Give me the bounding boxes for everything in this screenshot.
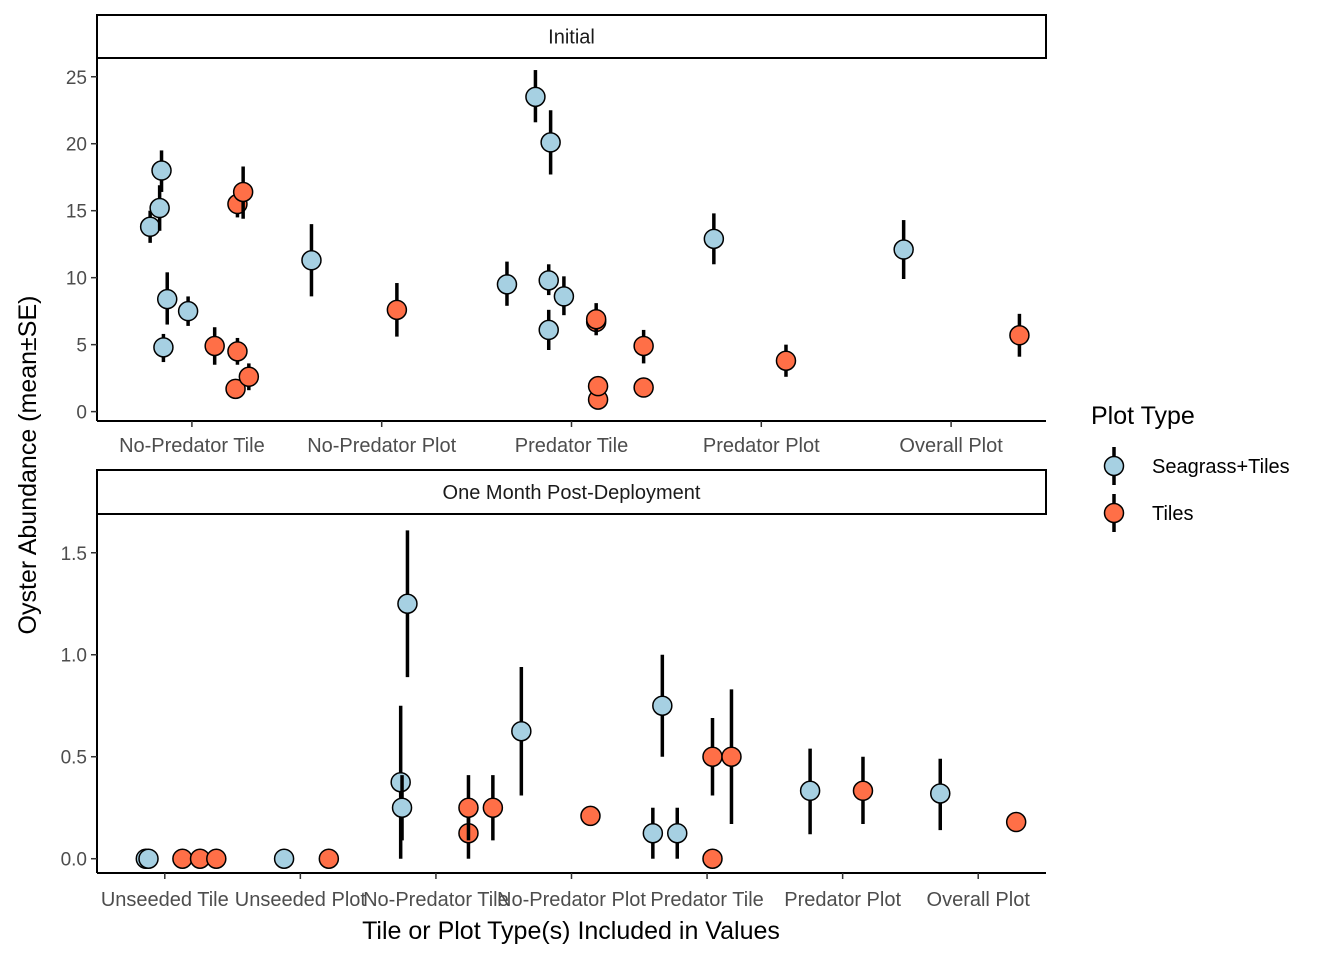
point-seagrass-tiles (496, 274, 518, 295)
point-tiles (204, 335, 225, 357)
point-tiles (580, 805, 601, 827)
facet-strip (96, 469, 1047, 515)
point-tiles (775, 350, 797, 371)
point-tiles (458, 797, 479, 818)
point-seagrass-tiles (538, 319, 559, 341)
x-tick-label: No-Predator Tile (363, 889, 509, 911)
y-tick-label: 25 (66, 68, 87, 89)
point-seagrass-tiles (642, 822, 664, 844)
x-tick-label: Predator Plot (703, 435, 820, 457)
point-seagrass-tiles (301, 250, 322, 271)
legend-items: Seagrass+Tiles Tiles (1103, 447, 1290, 532)
y-tick-label: 0.5 (61, 748, 87, 769)
legend-item: Seagrass+Tiles (1103, 447, 1290, 485)
data-points (135, 530, 1027, 869)
x-tick-label: No-Predator Tile (119, 435, 265, 457)
point-seagrass-tiles (273, 848, 295, 869)
point-seagrass-tiles (138, 848, 159, 869)
panel-initial: Initial 0 5 10 15 20 25 No-Predator Tile No-Pred… (66, 14, 1047, 457)
point-tiles (238, 366, 260, 388)
point-seagrass-tiles (703, 228, 725, 250)
y-tick-label: 1.0 (61, 646, 87, 667)
x-tick-label: Unseeded Plot (235, 889, 367, 911)
point-seagrass-tiles (511, 720, 532, 742)
point-seagrass-tiles (139, 216, 161, 238)
point-tiles (585, 308, 607, 330)
legend-item: Tiles (1103, 494, 1193, 532)
y-tick-label: 1.5 (61, 544, 87, 565)
point-tiles (227, 341, 248, 362)
point-seagrass-tiles (149, 197, 170, 219)
point-tiles (386, 299, 408, 321)
point-tiles (852, 780, 874, 802)
point-tiles (172, 848, 193, 869)
y-tick-label: 5 (76, 336, 87, 357)
point-seagrass-tiles (156, 288, 178, 310)
y-tick-label: 0 (76, 403, 87, 424)
data-points (139, 70, 1030, 410)
point-tiles (702, 746, 723, 767)
point-seagrass-tiles (151, 160, 172, 181)
x-tick-label: Predator Tile (650, 889, 763, 911)
point-tiles (702, 848, 723, 869)
point-tiles (633, 377, 654, 398)
point-seagrass-tiles (930, 783, 951, 804)
legend-item-label: Seagrass+Tiles (1152, 456, 1290, 478)
x-tick-label: Overall Plot (899, 435, 1003, 457)
point-seagrass-tiles (153, 337, 174, 358)
point-tiles (225, 378, 246, 400)
point-tiles (318, 848, 340, 869)
y-tick-label: 0.0 (61, 850, 87, 871)
point-tiles (206, 848, 227, 869)
point-tiles (633, 335, 654, 357)
point-tiles (721, 746, 742, 767)
x-axis-title: Tile or Plot Type(s) Included in Values (362, 917, 780, 945)
facet-strip-label: Initial (548, 27, 595, 49)
point-tiles (482, 797, 504, 818)
panel-post: One Month Post-Deployment 0.0 0.5 1.0 1.5 Uns… (61, 469, 1047, 911)
point-seagrass-tiles (177, 300, 199, 322)
x-tick-label: No-Predator Plot (497, 889, 646, 911)
y-tick-label: 20 (66, 135, 87, 156)
x-tick-label: Unseeded Tile (101, 889, 229, 911)
y-tick-label: 10 (66, 269, 87, 290)
point-seagrass-tiles (391, 797, 413, 818)
point-seagrass-tiles (538, 270, 559, 291)
point-tiles (587, 375, 609, 397)
point-seagrass-tiles (799, 780, 821, 802)
y-tick-label: 15 (66, 202, 87, 223)
point-seagrass-tiles (553, 286, 575, 307)
x-tick-label: No-Predator Plot (307, 435, 456, 457)
point-seagrass-tiles (540, 132, 561, 153)
point-seagrass-tiles (525, 86, 546, 108)
legend-key-point (1103, 455, 1125, 477)
point-tiles (1005, 811, 1027, 833)
point-seagrass-tiles (666, 822, 688, 844)
legend-item-label: Tiles (1152, 503, 1193, 525)
x-tick-label: Predator Plot (784, 889, 901, 911)
y-axis-title: Oyster Abundance (mean±SE) (14, 296, 42, 635)
point-tiles (1009, 325, 1030, 346)
point-seagrass-tiles (652, 695, 673, 716)
legend-key-point (1103, 502, 1125, 524)
facet-strip-label: One Month Post-Deployment (443, 482, 701, 504)
x-tick-label: Predator Tile (515, 435, 628, 457)
legend: Plot Type Seagrass+Tiles Tiles (1091, 402, 1290, 532)
x-tick-label: Overall Plot (927, 889, 1031, 911)
point-seagrass-tiles (397, 593, 418, 614)
point-seagrass-tiles (893, 239, 914, 260)
facet-strip (96, 14, 1047, 59)
legend-title: Plot Type (1091, 402, 1195, 430)
point-tiles (232, 181, 254, 203)
